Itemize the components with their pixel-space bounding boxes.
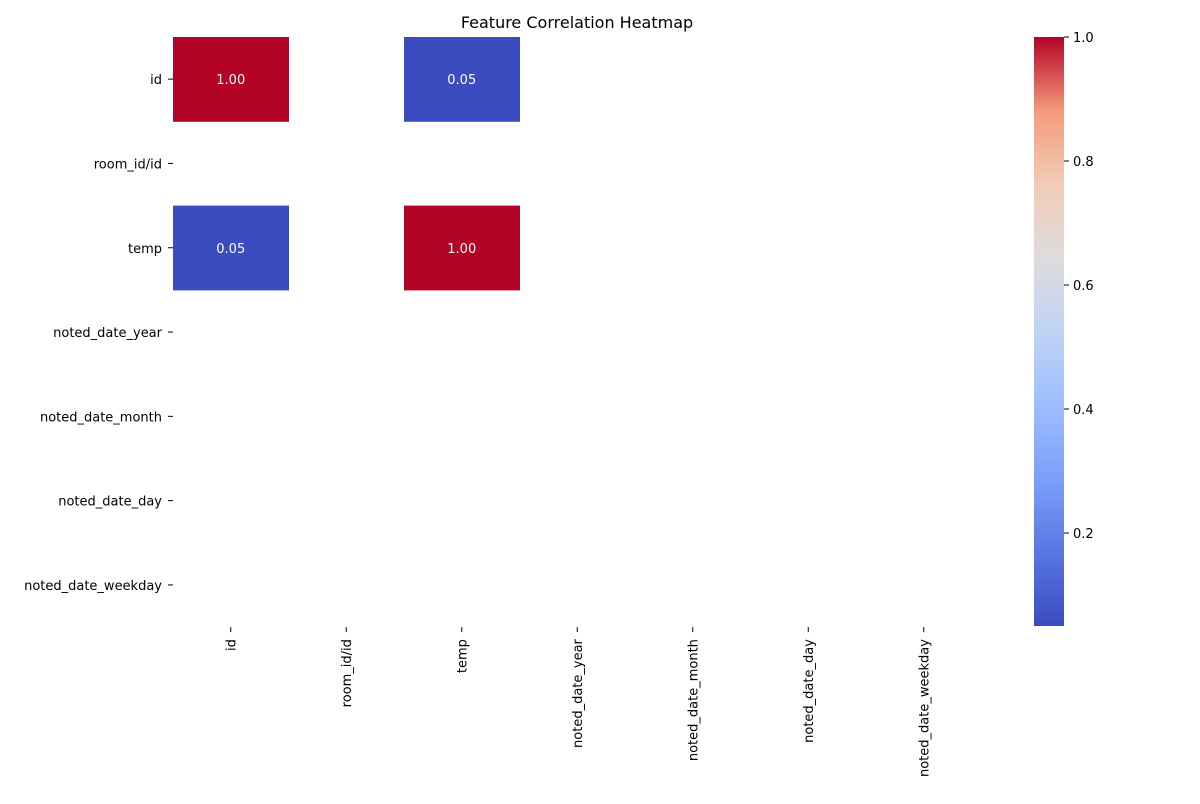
- heatmap-cell-2-2: [404, 205, 520, 291]
- heatmap-cells: [173, 37, 520, 291]
- cell-label-0-2: 0.05: [447, 73, 476, 88]
- colorbar: 0.2 0.4 0.6 0.8 1.0: [1034, 31, 1094, 626]
- x-axis: id room_id/id temp noted_date_year noted_dat…: [225, 627, 933, 777]
- cell-label-2-0: 0.05: [216, 242, 245, 257]
- x-tick-label: noted_date_year: [571, 638, 586, 748]
- heatmap-cell-0-2: [404, 37, 520, 122]
- x-tick-label: room_id/id: [340, 639, 355, 707]
- y-tick-label: noted_date_day: [58, 495, 162, 510]
- cell-label-0-0: 1.00: [216, 73, 245, 88]
- colorbar-gradient: [1034, 37, 1064, 626]
- colorbar-ticks: 0.2 0.4 0.6 0.8 1.0: [1064, 31, 1094, 542]
- y-tick-label: id: [150, 73, 162, 88]
- heatmap-cell-0-0: [173, 37, 289, 122]
- x-tick-label: noted_date_day: [802, 639, 817, 743]
- cell-label-2-2: 1.00: [447, 242, 476, 257]
- y-tick-label: room_id/id: [94, 157, 162, 172]
- colorbar-tick-label: 0.8: [1073, 155, 1094, 170]
- x-tick-label: temp: [456, 639, 471, 673]
- y-tick-label: noted_date_year: [53, 326, 163, 341]
- x-tick-label: noted_date_weekday: [918, 639, 933, 777]
- colorbar-tick-label: 1.0: [1073, 31, 1094, 46]
- x-tick-label: noted_date_month: [687, 639, 702, 761]
- y-tick-label: noted_date_month: [40, 410, 162, 425]
- y-tick-label: temp: [128, 242, 162, 257]
- x-tick-label: id: [225, 639, 240, 651]
- colorbar-tick-label: 0.4: [1073, 403, 1094, 418]
- colorbar-tick-label: 0.6: [1073, 279, 1094, 294]
- colorbar-tick-label: 0.2: [1073, 527, 1094, 542]
- heatmap-cell-labels: 1.00 0.05 0.05 1.00: [216, 73, 476, 257]
- heatmap-cell-2-0: [173, 205, 289, 291]
- y-tick-label: noted_date_weekday: [24, 579, 162, 594]
- chart-title: Feature Correlation Heatmap: [461, 13, 693, 32]
